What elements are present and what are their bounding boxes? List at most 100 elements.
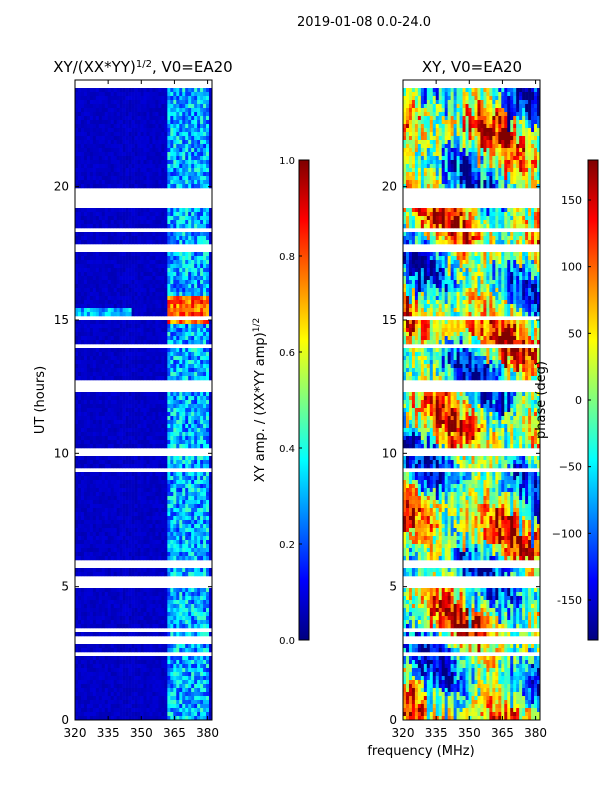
heatmap-cell bbox=[140, 124, 144, 129]
heatmap-cell bbox=[86, 308, 91, 313]
heatmap-cell bbox=[158, 412, 162, 417]
heatmap-cell bbox=[75, 184, 79, 189]
heatmap-cell bbox=[146, 212, 150, 217]
heatmap-cell bbox=[131, 508, 135, 513]
heatmap-cell bbox=[101, 440, 106, 445]
heatmap-cell bbox=[149, 156, 153, 161]
heatmap-cell bbox=[119, 592, 123, 597]
heatmap-cell bbox=[182, 520, 186, 525]
heatmap-cell bbox=[200, 460, 204, 465]
heatmap-cell bbox=[125, 524, 129, 529]
heatmap-cell bbox=[149, 544, 153, 549]
heatmap-cell bbox=[185, 156, 189, 161]
heatmap-cell bbox=[113, 264, 117, 269]
heatmap-cell bbox=[155, 144, 159, 149]
heatmap-cell bbox=[98, 432, 103, 437]
heatmap-cell bbox=[89, 484, 94, 489]
heatmap-cell bbox=[119, 260, 123, 265]
heatmap-cell bbox=[173, 108, 177, 113]
heatmap-cell bbox=[194, 544, 198, 549]
heatmap-cell bbox=[116, 324, 120, 329]
heatmap-cell bbox=[89, 240, 94, 245]
heatmap-cell bbox=[176, 92, 180, 97]
heatmap-cell bbox=[176, 308, 180, 313]
heatmap-cell bbox=[75, 436, 79, 441]
heatmap-cell bbox=[185, 264, 189, 269]
heatmap-cell bbox=[170, 436, 174, 441]
heatmap-cell bbox=[164, 368, 168, 373]
heatmap-cell bbox=[83, 496, 88, 501]
heatmap-cell bbox=[128, 148, 132, 153]
heatmap-cell bbox=[167, 104, 171, 109]
heatmap-cell bbox=[188, 376, 192, 381]
heatmap-cell bbox=[149, 444, 153, 449]
heatmap-cell bbox=[104, 520, 109, 525]
heatmap-cell bbox=[143, 600, 147, 605]
heatmap-cell bbox=[113, 604, 117, 609]
heatmap-cell bbox=[200, 268, 204, 273]
heatmap-cell bbox=[170, 368, 174, 373]
heatmap-cell bbox=[209, 512, 213, 517]
heatmap-cell bbox=[137, 516, 141, 521]
heatmap-cell bbox=[110, 520, 115, 525]
heatmap-cell bbox=[116, 352, 120, 357]
heatmap-cell bbox=[167, 496, 171, 501]
heatmap-cell bbox=[188, 404, 192, 409]
heatmap-cell bbox=[113, 436, 117, 441]
heatmap-cell bbox=[80, 180, 85, 185]
heatmap-cell bbox=[167, 124, 171, 129]
heatmap-cell bbox=[77, 320, 82, 325]
heatmap-cell bbox=[140, 412, 144, 417]
heatmap-cell bbox=[194, 224, 198, 229]
heatmap-cell bbox=[119, 300, 123, 305]
heatmap-cell bbox=[77, 356, 82, 361]
heatmap-cell bbox=[191, 176, 195, 181]
heatmap-cell bbox=[83, 520, 88, 525]
heatmap-cell bbox=[75, 164, 79, 169]
heatmap-cell bbox=[83, 376, 88, 381]
heatmap-cell bbox=[92, 280, 97, 285]
heatmap-cell bbox=[75, 88, 79, 93]
heatmap-cell bbox=[152, 540, 156, 545]
heatmap-cell bbox=[89, 92, 94, 97]
heatmap-cell bbox=[164, 252, 168, 257]
heatmap-cell bbox=[146, 508, 150, 513]
heatmap-cell bbox=[116, 312, 120, 317]
heatmap-cell bbox=[89, 300, 94, 305]
heatmap-cell bbox=[182, 444, 186, 449]
heatmap-cell bbox=[206, 472, 210, 477]
heatmap-cell bbox=[107, 308, 112, 313]
heatmap-cell bbox=[122, 516, 126, 521]
heatmap-cell bbox=[197, 496, 201, 501]
heatmap-cell bbox=[179, 356, 183, 361]
heatmap-cell bbox=[92, 604, 97, 609]
heatmap-cell bbox=[197, 480, 201, 485]
heatmap-cell bbox=[113, 300, 117, 305]
heatmap-cell bbox=[83, 568, 88, 573]
heatmap-cell bbox=[128, 464, 132, 469]
heatmap-cell bbox=[185, 408, 189, 413]
heatmap-cell bbox=[206, 160, 210, 165]
heatmap-cell bbox=[140, 536, 144, 541]
heatmap-cell bbox=[161, 520, 165, 525]
heatmap-cell bbox=[170, 184, 174, 189]
heatmap-cell bbox=[185, 476, 189, 481]
heatmap-cell bbox=[107, 376, 112, 381]
heatmap-cell bbox=[140, 596, 144, 601]
heatmap-cell bbox=[104, 308, 109, 313]
heatmap-cell bbox=[128, 104, 132, 109]
heatmap-cell bbox=[104, 432, 109, 437]
heatmap-cell bbox=[167, 488, 171, 493]
heatmap-cell bbox=[116, 496, 120, 501]
heatmap-cell bbox=[134, 332, 138, 337]
heatmap-cell bbox=[173, 444, 177, 449]
heatmap-cell bbox=[131, 484, 135, 489]
heatmap-cell bbox=[140, 112, 144, 117]
heatmap-cell bbox=[131, 212, 135, 217]
heatmap-cell bbox=[152, 396, 156, 401]
heatmap-cell bbox=[128, 436, 132, 441]
heatmap-cell bbox=[95, 328, 100, 333]
heatmap-cell bbox=[80, 320, 85, 325]
heatmap-cell bbox=[92, 312, 97, 317]
heatmap-cell bbox=[143, 376, 147, 381]
